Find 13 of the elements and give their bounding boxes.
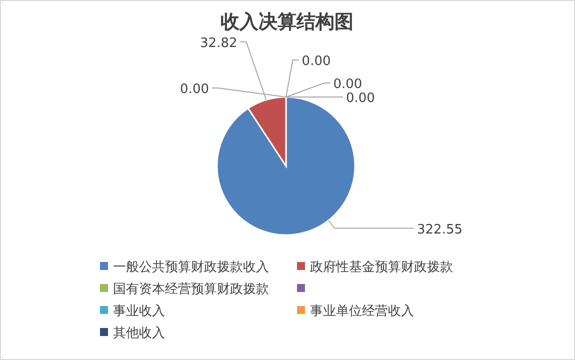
text: 0.00 [346, 91, 375, 106]
chart-title: 收入决算结构图 [220, 11, 354, 33]
text: 0.00 [302, 54, 331, 69]
legend-label: 其他收入 [113, 326, 165, 341]
text: 0.00 [180, 82, 209, 97]
legend-label: 事业收入 [113, 304, 165, 319]
text: 0.00 [333, 77, 362, 92]
legend-label: 国有资本经营预算财政拨款 [113, 282, 269, 297]
legend-label: 事业单位经营收入 [310, 304, 414, 319]
data-label: 32.82 [200, 36, 238, 51]
data-label: 322.55 [417, 222, 462, 238]
legend-label: 一般公共预算财政拨款收入 [113, 260, 269, 275]
legend-label: 政府性基金预算财政拨款 [310, 259, 453, 275]
